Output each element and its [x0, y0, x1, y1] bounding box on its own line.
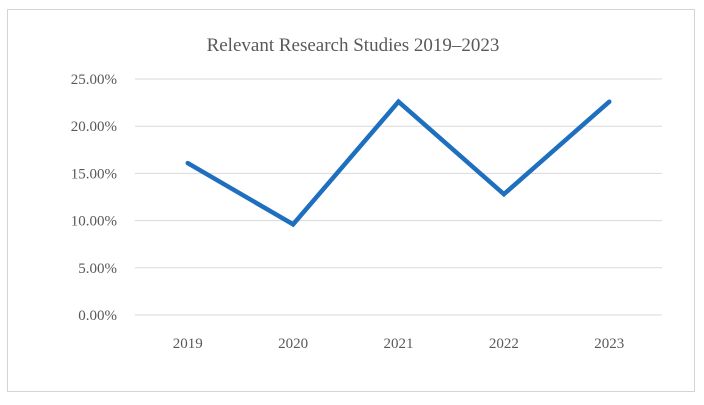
y-tick-label: 10.00% [71, 214, 117, 230]
data-point [607, 99, 612, 104]
x-tick-label: 2022 [489, 336, 519, 352]
y-tick-label: 25.00% [71, 72, 117, 88]
series-line [186, 98, 611, 228]
x-axis-ticks: 2019 2020 2021 2022 2023 [173, 336, 625, 352]
x-tick-label: 2021 [384, 336, 414, 352]
gridlines [135, 78, 662, 316]
y-tick-label: 15.00% [71, 166, 117, 182]
data-point [290, 222, 296, 227]
chart-frame [7, 9, 695, 392]
y-tick-label: 0.00% [78, 308, 117, 324]
x-tick-label: 2023 [594, 336, 624, 352]
data-point [501, 191, 507, 197]
series-layer [185, 98, 612, 228]
x-tick-label: 2019 [173, 336, 203, 352]
y-tick-label: 5.00% [78, 261, 117, 277]
y-axis-ticks: 0.00% 5.00% 10.00% 15.00% 20.00% 25.00% [71, 72, 117, 324]
data-point [396, 99, 401, 104]
data-point [185, 160, 190, 166]
y-tick-label: 20.00% [71, 119, 117, 135]
chart-title: Relevant Research Studies 2019–2023 [207, 35, 500, 56]
x-tick-label: 2020 [278, 336, 308, 352]
